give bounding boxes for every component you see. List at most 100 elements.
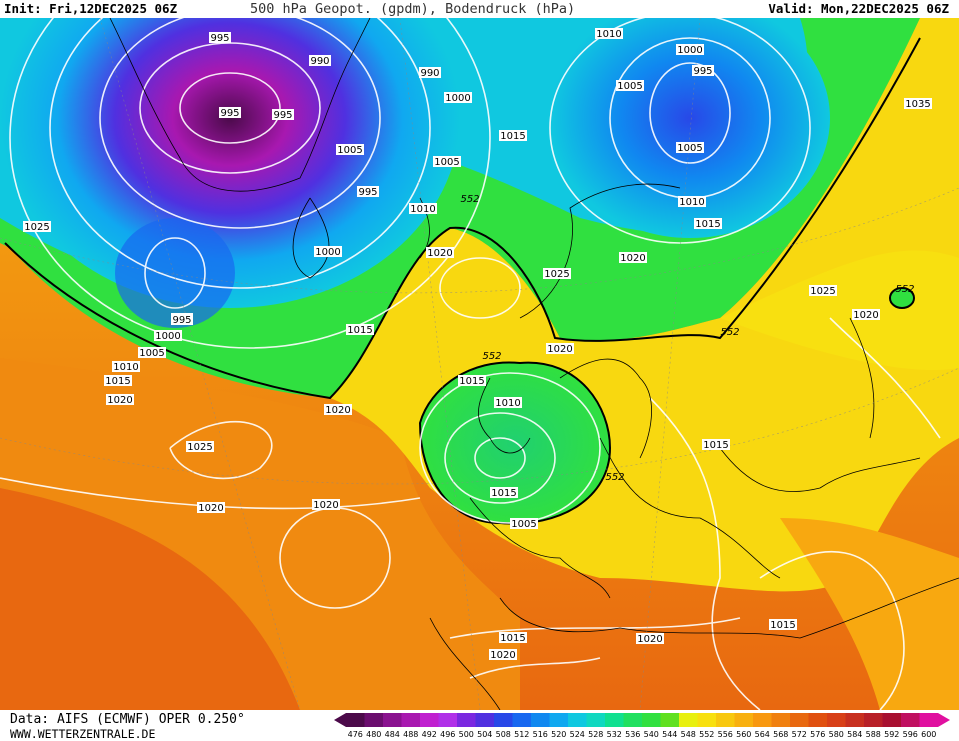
colorbar-swatch	[716, 713, 735, 727]
isobar-label: 1020	[546, 343, 574, 355]
colorbar-tick-label: 524	[570, 730, 585, 739]
svg-text:552: 552	[720, 327, 739, 338]
svg-text:1015: 1015	[459, 376, 484, 387]
svg-text:1020: 1020	[637, 634, 662, 645]
isobar-label: 1015	[346, 324, 374, 336]
western-low-core	[0, 18, 460, 308]
pressure-labels: 9959909959909951000101010051000995100510…	[23, 28, 932, 661]
isobar-label: 1025	[809, 285, 837, 297]
colorbar-swatch	[845, 713, 864, 727]
svg-text:1015: 1015	[105, 376, 130, 387]
colorbar-tick-label: 540	[644, 730, 659, 739]
isobar-label: 1015	[490, 487, 518, 499]
northern-low-core	[550, 18, 830, 238]
svg-text:1015: 1015	[491, 488, 516, 499]
svg-text:552: 552	[895, 284, 914, 295]
svg-text:1020: 1020	[547, 344, 572, 355]
svg-text:1010: 1010	[596, 29, 621, 40]
colorbar-tick-label: 484	[385, 730, 400, 739]
isobar-label: 1005	[510, 518, 538, 530]
isobar-label: 995	[272, 109, 294, 121]
svg-text:1010: 1010	[410, 204, 435, 215]
isobar-label: 995	[171, 314, 193, 326]
svg-text:1005: 1005	[139, 348, 164, 359]
svg-text:1020: 1020	[325, 405, 350, 416]
colorbar-tick-label: 592	[884, 730, 899, 739]
isobar-label: 995	[209, 32, 231, 44]
isobar-label: 1005	[138, 347, 166, 359]
colorbar-tick-label: 588	[866, 730, 881, 739]
isobar-label: 1025	[186, 441, 214, 453]
deep-orange-south	[0, 488, 300, 710]
isobar-label: 1000	[444, 92, 472, 104]
svg-text:1015: 1015	[770, 620, 795, 631]
colorbar-swatch	[457, 713, 476, 727]
isobar-label: 1005	[433, 156, 461, 168]
valid-time: Valid: Mon,22DEC2025 06Z	[768, 1, 949, 16]
svg-text:1015: 1015	[500, 633, 525, 644]
svg-text:1015: 1015	[695, 219, 720, 230]
colorbar-tick-label: 508	[496, 730, 511, 739]
colorbar-tick-label: 544	[662, 730, 677, 739]
colorbar-swatch	[383, 713, 402, 727]
colorbar-swatch	[753, 713, 772, 727]
colorbar-swatch	[734, 713, 753, 727]
geopotential-552-label: 552	[720, 327, 739, 338]
colorbar-tick-label: 552	[699, 730, 714, 739]
colorbar-tick-label: 488	[403, 730, 418, 739]
colorbar-swatch	[364, 713, 383, 727]
isobar-label: 1020	[619, 252, 647, 264]
colorbar-tick-label: 532	[607, 730, 622, 739]
colorbar-tick-label: 480	[366, 730, 381, 739]
svg-text:1005: 1005	[337, 145, 362, 156]
colorbar-swatch	[549, 713, 568, 727]
colorbar-tick-label: 600	[921, 730, 936, 739]
isobar-label: 1010	[678, 196, 706, 208]
svg-text:1025: 1025	[187, 442, 212, 453]
data-source: Data: AIFS (ECMWF) OPER 0.250°	[10, 712, 245, 727]
weather-map: 9959909959909951000101010051000995100510…	[0, 18, 959, 710]
colorbar-swatch	[864, 713, 883, 727]
svg-text:1000: 1000	[445, 93, 470, 104]
colorbar-swatch	[586, 713, 605, 727]
colorbar-swatch	[475, 713, 494, 727]
colorbar-tick-label: 512	[514, 730, 529, 739]
colorbar-swatch	[771, 713, 790, 727]
svg-text:1000: 1000	[677, 45, 702, 56]
colorbar-tick-label: 520	[551, 730, 566, 739]
isobar-label: 990	[419, 67, 441, 79]
isobar-label: 1020	[636, 633, 664, 645]
colorbar-swatch	[568, 713, 587, 727]
svg-text:995: 995	[273, 110, 292, 121]
colorbar-tick-label: 492	[422, 730, 437, 739]
colorbar-tick-label: 580	[829, 730, 844, 739]
colorbar-tick-label: 496	[440, 730, 455, 739]
chart-title: 500 hPa Geopot. (gpdm), Bodendruck (hPa)	[250, 1, 576, 17]
svg-text:1020: 1020	[107, 395, 132, 406]
svg-text:1005: 1005	[677, 143, 702, 154]
svg-text:995: 995	[210, 33, 229, 44]
colorbar-swatch	[623, 713, 642, 727]
svg-text:990: 990	[420, 68, 439, 79]
isobar-label: 1025	[543, 268, 571, 280]
isobar-label: 1020	[426, 247, 454, 259]
svg-text:1020: 1020	[198, 503, 223, 514]
colorbar-tick-label: 500	[459, 730, 474, 739]
geopotential-552-label: 552	[605, 472, 624, 483]
colorbar-tick-label: 572	[792, 730, 807, 739]
isobar-label: 1015	[769, 619, 797, 631]
init-time: Init: Fri,12DEC2025 06Z	[4, 1, 178, 16]
colorbar-tick-label: 536	[625, 730, 640, 739]
svg-text:1000: 1000	[315, 247, 340, 258]
svg-text:1010: 1010	[113, 362, 138, 373]
isobar-label: 1015	[458, 375, 486, 387]
isobar-label: 1035	[904, 98, 932, 110]
small-green-cell	[890, 288, 914, 308]
colorbar-tick-label: 576	[810, 730, 825, 739]
isobar-label: 1010	[494, 397, 522, 409]
isobar-label: 1015	[694, 218, 722, 230]
isobar-label: 995	[692, 65, 714, 77]
colorbar-swatch	[401, 713, 420, 727]
svg-text:995: 995	[358, 187, 377, 198]
colorbar-swatch	[882, 713, 901, 727]
